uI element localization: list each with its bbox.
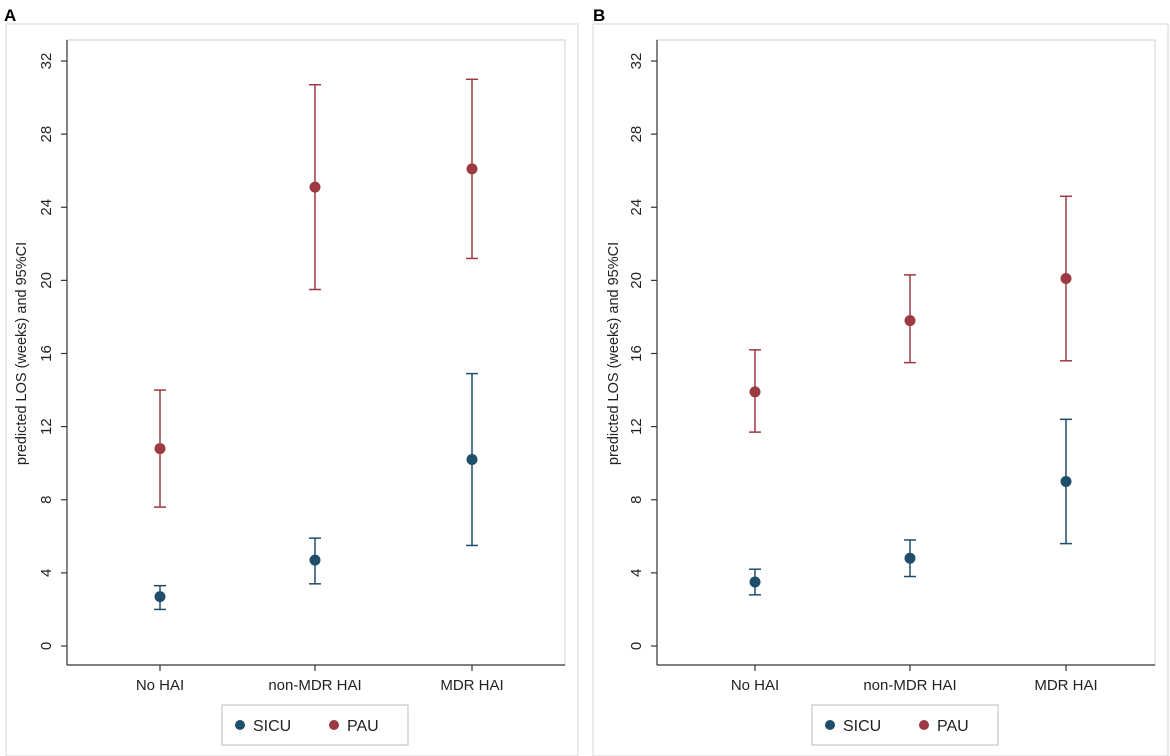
panel-a-legend-box	[221, 704, 409, 746]
panel-a-sicu-point	[309, 554, 321, 566]
panel-b-y-tick-label: 4	[628, 569, 645, 577]
panel-b-y-axis-title: predicted LOS (weeks) and 95%CI	[606, 242, 622, 465]
panel-a-sicu-point	[154, 591, 166, 603]
panel-a-y-tick-label: 32	[38, 53, 55, 70]
panel-a-pau-point	[466, 163, 478, 175]
panel-b-legend: SICU PAU	[811, 704, 999, 746]
panel-b-plot-region	[656, 39, 1156, 666]
panel-b-x-tick-label: MDR HAI	[1034, 677, 1097, 694]
panel-a-y-axis-title: predicted LOS (weeks) and 95%CI	[14, 242, 30, 465]
panel-b-y-tick-label: 8	[628, 496, 645, 504]
panel-a-y-tick-label: 4	[38, 569, 55, 577]
panel-b-letter: B	[593, 6, 605, 25]
panel-a-x-tick-label: MDR HAI	[440, 677, 503, 694]
panel-a-y-tick-label: 24	[38, 199, 55, 216]
panel-a-x-tick-label: No HAI	[136, 677, 184, 694]
panel-b-legend-sicu-marker	[825, 720, 835, 730]
panel-a-y-tick-label: 20	[38, 272, 55, 289]
panel-b-y-tick-label: 16	[628, 345, 645, 362]
panel-a: A 0 4 8 12 16 20 24 28 32 predicted LOS (weeks) a…	[4, 6, 579, 756]
panel-a-x-tick-label: non-MDR HAI	[268, 677, 361, 694]
panel-a-pau-point	[154, 443, 166, 455]
panel-b-y-tick-label: 0	[628, 642, 645, 650]
panel-b-x-tick-label: non-MDR HAI	[863, 677, 956, 694]
panel-b-pau-point	[749, 386, 761, 398]
panel-b-pau-point	[1060, 273, 1072, 285]
panel-b-y-tick-label: 12	[628, 418, 645, 435]
panel-a-y-tick-label: 16	[38, 345, 55, 362]
panel-a-legend-sicu-label: SICU	[253, 718, 291, 735]
panel-b-y-tick-label: 20	[628, 272, 645, 289]
panel-b-legend-sicu-label: SICU	[843, 718, 881, 735]
panel-a-plot-region	[66, 39, 566, 666]
panel-b-x-tick-label: No HAI	[731, 677, 779, 694]
panel-a-y-tick-label: 0	[38, 642, 55, 650]
panel-a-y-tick-label: 8	[38, 496, 55, 504]
panel-b-sicu-point	[1060, 475, 1072, 487]
panel-a-sicu-point	[466, 454, 478, 466]
panel-b-sicu-point	[749, 576, 761, 588]
panel-a-legend: SICU PAU	[221, 704, 409, 746]
panel-a-letter: A	[4, 6, 16, 25]
panel-b-y-tick-label: 28	[628, 126, 645, 143]
panel-b-y-tick-label: 32	[628, 53, 645, 70]
panel-a-pau-point	[309, 181, 321, 193]
panel-b: B 0 4 8 12 16 20 24 28 32 predicted LOS (weeks) a…	[592, 6, 1169, 756]
panel-b-y-tick-label: 24	[628, 199, 645, 216]
panel-b-legend-pau-marker	[919, 720, 929, 730]
panel-a-legend-sicu-marker	[235, 720, 245, 730]
panel-a-legend-pau-marker	[329, 720, 339, 730]
panel-a-y-tick-label: 12	[38, 418, 55, 435]
panel-a-legend-pau-label: PAU	[347, 718, 379, 735]
panel-b-legend-pau-label: PAU	[937, 718, 969, 735]
panel-a-y-tick-label: 28	[38, 126, 55, 143]
panel-b-pau-point	[904, 315, 916, 327]
panel-b-legend-box	[811, 704, 999, 746]
panel-b-sicu-point	[904, 552, 916, 564]
